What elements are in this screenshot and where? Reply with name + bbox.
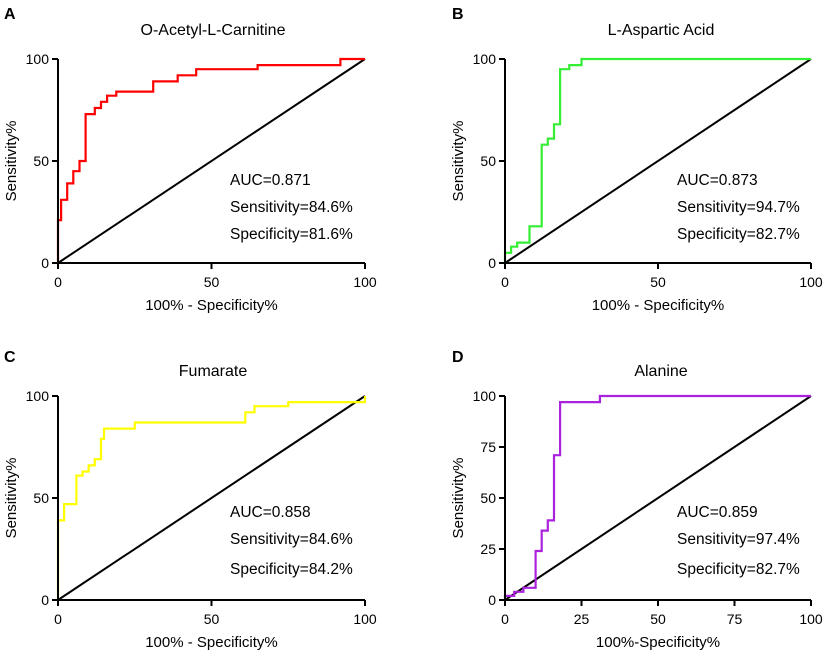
panel-c-x-tick-label: 50: [204, 611, 220, 627]
panel-a-x-tick-label: 50: [204, 274, 220, 290]
panel-b-x-tick-label: 100: [799, 274, 823, 290]
panel-a-y-tick-label: 100: [26, 51, 50, 67]
panel-a-x-tick-label: 100: [353, 274, 377, 290]
panel-d-x-tick-label: 50: [650, 611, 666, 627]
panel-d-y-axis-label: Sensitivity%: [450, 458, 467, 539]
panel-b-auc-annotation: AUC=0.873: [677, 172, 758, 189]
panel-c-title: Fumarate: [179, 363, 248, 380]
panel-c: C Fumarate 0 50 100 0 50 100 100% - Specificity%…: [3, 349, 377, 651]
panel-a-x-axis-label: 100% - Specificity%: [145, 297, 278, 314]
panel-d-roc-curve: [503, 394, 811, 600]
panel-c-letter: C: [4, 349, 16, 366]
panel-d-title: Alanine: [634, 363, 687, 380]
panel-c-y-axis-label: Sensitivity%: [3, 458, 20, 539]
panel-a: A O-Acetyl-L-Carnitine 0 50 100 0 50 100 100% - …: [3, 6, 377, 314]
panel-a-letter: A: [4, 6, 16, 23]
panel-a-y-axis-label: Sensitivity%: [3, 121, 20, 202]
panel-d-x-tick-label: 75: [727, 611, 743, 627]
panel-c-auc-annotation: AUC=0.858: [230, 504, 311, 521]
panel-a-y-tick-label: 50: [33, 153, 49, 169]
panel-d-reference-line: [504, 395, 812, 601]
panel-a-auc-annotation: AUC=0.871: [230, 172, 311, 189]
panel-d-y-tick-label: 100: [473, 388, 497, 404]
panel-c-y-tick-label: 0: [41, 592, 49, 608]
panel-d-y-tick-label: 50: [480, 490, 496, 506]
panel-c-x-axis-label: 100% - Specificity%: [145, 634, 278, 651]
panel-c-x-tick-label: 100: [353, 611, 377, 627]
panel-c-x-tick-label: 0: [54, 611, 62, 627]
panel-d-x-tick-label: 0: [501, 611, 509, 627]
panel-b-x-axis-label: 100% - Specificity%: [592, 297, 725, 314]
panel-b-specificity-annotation: Specificity=82.7%: [677, 226, 800, 243]
panel-a-reference-line: [57, 58, 366, 264]
panel-d-specificity-annotation: Specificity=82.7%: [677, 561, 800, 578]
panel-b-x-tick-label: 0: [501, 274, 509, 290]
panel-c-roc-curve: [56, 396, 367, 600]
panel-b-title: L-Aspartic Acid: [608, 22, 715, 39]
panel-a-y-tick-label: 0: [41, 255, 49, 271]
panel-c-y-tick-label: 50: [33, 490, 49, 506]
panel-d-sensitivity-annotation: Sensitivity=97.4%: [677, 531, 800, 548]
panel-d: D Alanine 0 25 50 75 100 0 25 50 75 100 100%-Specifi…: [450, 349, 823, 651]
panel-d-auc-annotation: AUC=0.859: [677, 504, 758, 521]
panel-d-letter: D: [452, 349, 464, 366]
panel-c-specificity-annotation: Specificity=84.2%: [230, 561, 353, 578]
panel-c-y-tick-label: 100: [26, 388, 50, 404]
panel-b-y-tick-label: 50: [480, 153, 496, 169]
panel-b-y-tick-label: 100: [473, 51, 497, 67]
panel-a-x-tick-label: 0: [54, 274, 62, 290]
panel-b-y-tick-label: 0: [488, 255, 496, 271]
panel-a-specificity-annotation: Specificity=81.6%: [230, 226, 353, 243]
panel-b-x-tick-label: 50: [650, 274, 666, 290]
panel-d-x-axis-label: 100%-Specificity%: [596, 634, 720, 651]
panel-d-y-tick-label: 0: [488, 592, 496, 608]
panel-b-y-axis-label: Sensitivity%: [450, 121, 467, 202]
panel-d-y-tick-label: 75: [480, 439, 496, 455]
panel-a-sensitivity-annotation: Sensitivity=84.6%: [230, 199, 353, 216]
panel-d-x-tick-label: 100: [799, 611, 823, 627]
panel-a-title: O-Acetyl-L-Carnitine: [141, 22, 286, 39]
panel-d-x-tick-label: 25: [574, 611, 590, 627]
panel-b: B L-Aspartic Acid 0 50 100 0 50 100 100% - Speci…: [450, 6, 823, 314]
panel-b-letter: B: [452, 6, 464, 23]
panel-a-roc-curve: [56, 57, 365, 263]
panel-b-roc-curve: [503, 57, 811, 263]
panel-b-reference-line: [504, 58, 812, 264]
panel-b-sensitivity-annotation: Sensitivity=94.7%: [677, 199, 800, 216]
panel-c-reference-line: [57, 395, 366, 601]
panel-d-y-tick-label: 25: [480, 541, 496, 557]
panel-c-sensitivity-annotation: Sensitivity=84.6%: [230, 531, 353, 548]
